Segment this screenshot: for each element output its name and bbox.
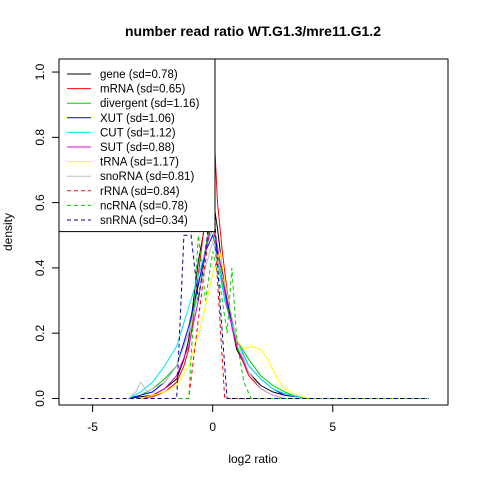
series-line-2 (128, 218, 297, 399)
x-tick-label: 5 (329, 420, 336, 434)
legend-label: snoRNA (sd=0.81) (100, 171, 194, 183)
y-tick-label: 0.8 (33, 129, 47, 146)
series-line-3 (128, 233, 297, 399)
series-line-7 (128, 239, 285, 399)
legend-label: gene (sd=0.78) (100, 69, 178, 81)
y-tick-label: 0.4 (33, 259, 47, 276)
x-axis: -5 0 5 (87, 404, 336, 434)
legend-box (58, 58, 216, 233)
legend-label: mRNA (sd=0.65) (100, 84, 185, 96)
y-tick-label: 1.0 (33, 63, 47, 80)
legend-label: snRNA (sd=0.34) (100, 215, 188, 227)
x-tick-label: 0 (209, 420, 216, 434)
y-axis-label: density (1, 213, 15, 251)
series-line-10 (80, 186, 429, 399)
x-axis-label: log2 ratio (228, 452, 278, 466)
series-line-9 (80, 235, 429, 399)
y-axis: 0.0 0.2 0.4 0.6 0.8 1.0 (33, 63, 60, 407)
legend-label: tRNA (sd=1.17) (100, 157, 179, 169)
legend-label: divergent (sd=1.16) (100, 98, 200, 110)
legend-label: ncRNA (sd=0.78) (100, 200, 188, 212)
y-tick-label: 0.2 (33, 325, 47, 342)
series-line-5 (140, 218, 285, 399)
chart-title: number read ratio WT.G1.3/mre11.G1.2 (125, 23, 381, 39)
legend-label: XUT (sd=1.06) (100, 113, 175, 125)
legend-label: SUT (sd=0.88) (100, 142, 175, 154)
legend-label: CUT (sd=1.12) (100, 127, 176, 139)
y-tick-label: 0.6 (33, 194, 47, 211)
legend: gene (sd=0.78) mRNA (sd=0.65) divergent (s… (58, 58, 216, 233)
series-line-4 (128, 228, 309, 399)
x-tick-label: -5 (87, 420, 98, 434)
legend-label: rRNA (sd=0.84) (100, 186, 180, 198)
y-tick-label: 0.0 (33, 390, 47, 407)
